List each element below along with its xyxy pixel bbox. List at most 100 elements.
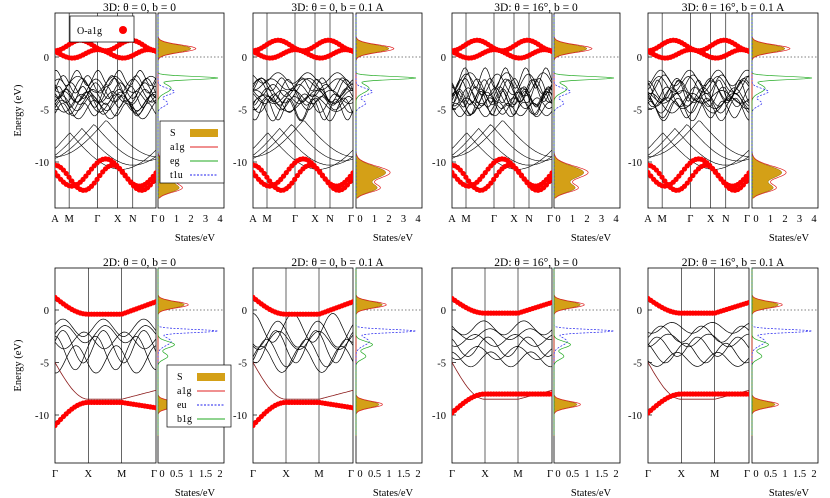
- panel-title: 3D: θ = 0, b = 0.1 A: [291, 2, 384, 14]
- o-a1g-dot: [482, 170, 488, 176]
- o-a1g-dot: [516, 168, 522, 175]
- band-line: [452, 132, 552, 170]
- panel-3: 3D: θ = 16°, b = 0A M Γ X N Γ0-5-100 1 2 3 4State…: [432, 2, 621, 244]
- k-point-label: Γ: [151, 469, 157, 480]
- o-a1g-dot: [347, 178, 353, 185]
- bands-group: [452, 37, 552, 193]
- dos-tick-label: 2: [584, 214, 589, 225]
- band-line: [452, 87, 552, 107]
- band-line: [452, 78, 552, 103]
- y-tick-label: 0: [44, 306, 49, 317]
- o-a1g-dot: [549, 48, 552, 54]
- dos-tick-label: 0.5: [368, 469, 381, 480]
- dos-legend-label: eg: [170, 156, 179, 167]
- band-line: [452, 351, 552, 368]
- o-a1g-dot: [280, 173, 287, 179]
- k-point-label: X: [85, 469, 93, 480]
- dos-tick-label: 1.5: [595, 469, 608, 480]
- band-line: [55, 124, 156, 162]
- band-line: [55, 78, 156, 103]
- band-line: [648, 74, 749, 95]
- dos-tick-label: 3: [797, 214, 802, 225]
- band-line: [648, 97, 749, 122]
- dos-tick-label: 1.5: [397, 469, 410, 480]
- o-a1g-dot: [94, 176, 100, 182]
- o-a1g-dot: [549, 175, 552, 181]
- dos-legend-label: eu: [177, 400, 186, 411]
- dos-tick-label: 1: [570, 214, 575, 225]
- o-a1g-dot: [97, 172, 103, 179]
- band-frame: [647, 267, 750, 464]
- dos-tick-label: 3: [401, 214, 406, 225]
- band-line: [55, 120, 156, 158]
- dos-tick-label: 0.5: [566, 469, 579, 480]
- o-a1g-dot: [350, 299, 353, 305]
- dos-tick-label: 3: [599, 214, 604, 225]
- o-a1g-dot: [350, 405, 353, 411]
- k-point-label: Γ: [491, 214, 497, 225]
- panel-title: 2D: θ = 16°, b = 0.1 A: [682, 257, 785, 269]
- dos-tick-label: 0.5: [764, 469, 777, 480]
- band-line: [452, 127, 552, 166]
- o-a1g-dot: [687, 176, 693, 182]
- o-a1g-dot: [679, 170, 685, 176]
- dos-tick-label: 2: [613, 469, 618, 480]
- y-axis-label: Energy (eV): [13, 84, 24, 136]
- band-line: [55, 102, 156, 117]
- dos-tick-label: 0: [555, 469, 560, 480]
- dos-legend-label: a1g: [170, 142, 184, 153]
- dos-axis-label: States/eV: [373, 488, 414, 498]
- k-point-label: Γ: [348, 469, 354, 480]
- o-a1g-dot: [746, 391, 749, 397]
- o-a1g-dot: [66, 174, 72, 180]
- dos-tick-label: 1.5: [199, 469, 212, 480]
- band-line: [253, 98, 353, 121]
- o-a1g-dot: [746, 299, 749, 306]
- o-a1g-dot: [718, 176, 724, 182]
- band-line: [55, 318, 156, 337]
- y-tick-label: -5: [238, 106, 247, 117]
- o-a1g-dot: [261, 170, 267, 177]
- o-a1g-dot: [521, 176, 527, 182]
- dos-third-line: [751, 268, 769, 436]
- o-a1g-dot: [493, 172, 500, 179]
- band-line: [253, 96, 353, 111]
- y-tick-label: 0: [441, 306, 446, 317]
- legend-label: O-a1g: [77, 26, 102, 37]
- o-a1g-dot: [86, 170, 92, 176]
- dos-second-line: [751, 268, 813, 436]
- o-a1g-dot: [153, 175, 156, 181]
- dos-tick-label: 0.5: [170, 469, 183, 480]
- y-tick-label: -5: [633, 106, 642, 117]
- dos-a1g-line: [355, 268, 387, 436]
- panel-title: 2D: θ = 16°, b = 0: [494, 257, 578, 269]
- k-point-label: Γ: [687, 214, 693, 225]
- band-line: [452, 320, 552, 336]
- k-point-label: X: [510, 214, 518, 225]
- dos-third-line: [355, 15, 373, 199]
- y-tick-label: -5: [40, 359, 49, 370]
- dos-axis-label: States/eV: [769, 488, 810, 498]
- dos-tick-label: 0: [753, 469, 758, 480]
- k-point-label: Γ: [744, 469, 750, 480]
- y-tick-label: -5: [238, 359, 247, 370]
- dos-tick-label: 1: [372, 214, 377, 225]
- band-line: [648, 100, 749, 119]
- band-line: [253, 331, 353, 350]
- band-line: [55, 82, 156, 99]
- o-a1g-dot: [292, 176, 298, 182]
- y-tick-label: -10: [35, 158, 49, 169]
- panel-7: 2D: θ = 16°, b = 0Γ X M Γ0-5-100 0.5 1 1.5 2Sta…: [432, 257, 621, 498]
- dos-axis-label: States/eV: [769, 233, 810, 244]
- band-line: [648, 79, 749, 102]
- k-point-label: Γ: [449, 469, 455, 480]
- dos-tick-label: 0: [555, 214, 560, 225]
- dos-axis-label: States/eV: [373, 233, 414, 244]
- dos-axis-label: States/eV: [571, 233, 612, 244]
- band-line: [648, 97, 749, 110]
- o-a1g-dot: [267, 178, 273, 184]
- panel-6: 2D: θ = 0, b = 0.1 AΓ X M Γ0-5-100 0.5 1 1.5 2S…: [233, 257, 423, 498]
- dos-tick-label: 4: [415, 214, 421, 225]
- dos-tick-label: 2: [782, 214, 787, 225]
- o-a1g-dot: [460, 170, 466, 177]
